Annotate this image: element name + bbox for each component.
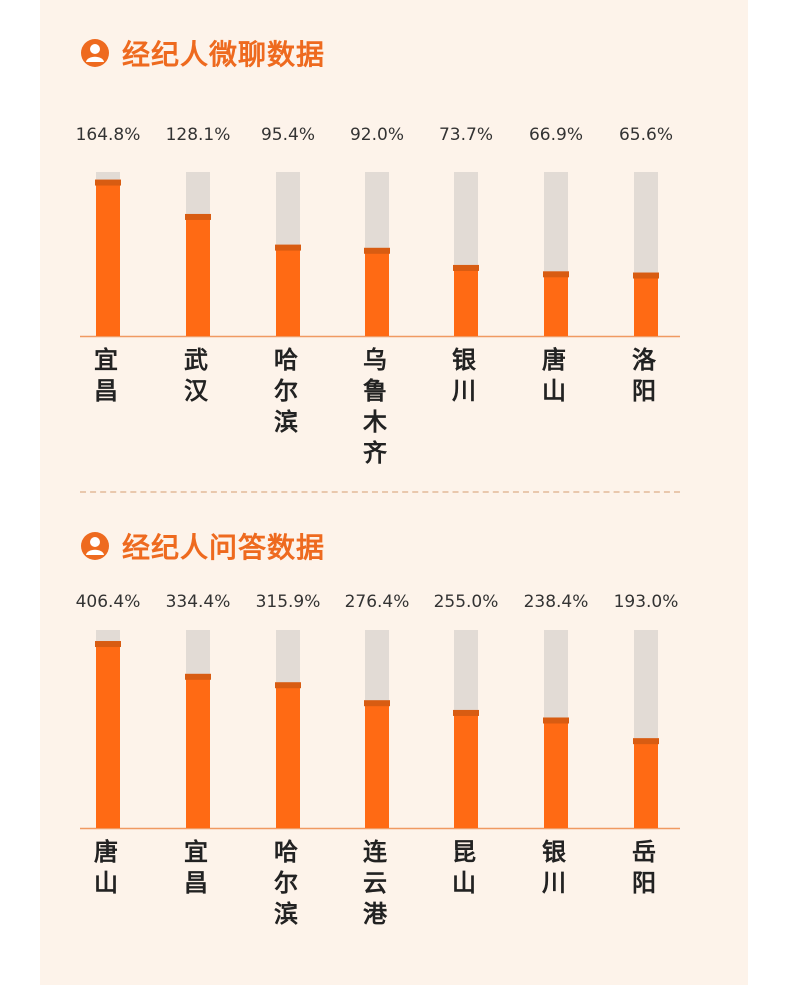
value-label: 164.8% <box>76 125 141 145</box>
bar-cap <box>364 247 390 254</box>
bar-银川 <box>454 266 478 336</box>
bar-宜昌 <box>96 181 120 336</box>
section-header-chat: 经纪人微聊数据 <box>80 33 325 73</box>
bar-cap <box>185 213 211 220</box>
value-label: 255.0% <box>434 592 499 612</box>
category-label-char: 哈 <box>274 838 298 866</box>
category-label-char: 鲁 <box>363 377 387 405</box>
value-label: 238.4% <box>524 592 589 612</box>
bar-cap <box>364 700 390 707</box>
bar-cap <box>453 709 479 716</box>
value-label: 73.7% <box>439 125 493 145</box>
bar-银川 <box>544 719 568 828</box>
category-label-char: 银 <box>452 346 477 374</box>
value-label: 334.4% <box>166 592 231 612</box>
category-label-char: 武 <box>184 346 208 374</box>
section-header-qa: 经纪人问答数据 <box>80 526 325 566</box>
category-label-char: 阳 <box>632 377 656 405</box>
bar-cap <box>275 244 301 251</box>
value-label: 315.9% <box>256 592 321 612</box>
bar-昆山 <box>454 711 478 828</box>
category-label-char: 宜 <box>184 838 208 866</box>
bar-cap <box>275 682 301 689</box>
category-label-char: 洛 <box>632 346 657 374</box>
section-title-chat: 经纪人微聊数据 <box>122 38 326 71</box>
value-label: 128.1% <box>166 125 231 145</box>
value-label: 65.6% <box>619 125 673 145</box>
value-label: 276.4% <box>345 592 410 612</box>
category-label-char: 连 <box>363 838 388 866</box>
category-label-char: 汉 <box>184 377 209 405</box>
bar-cap <box>543 271 569 278</box>
bar-cap <box>633 738 659 745</box>
section-title-qa: 经纪人问答数据 <box>122 531 326 564</box>
category-label-char: 银 <box>542 838 567 866</box>
bar-连云港 <box>365 702 389 828</box>
value-label: 66.9% <box>529 125 583 145</box>
bar-cap <box>543 717 569 724</box>
value-label: 193.0% <box>614 592 679 612</box>
category-label-char: 滨 <box>274 408 298 436</box>
category-label-char: 尔 <box>274 377 298 405</box>
value-label: 95.4% <box>261 125 315 145</box>
category-label-char: 阳 <box>632 869 656 897</box>
category-label-char: 昌 <box>94 377 118 405</box>
category-label-char: 唐 <box>94 838 118 866</box>
bar-岳阳 <box>634 740 658 828</box>
value-label: 92.0% <box>350 125 404 145</box>
bar-宜昌 <box>186 675 210 828</box>
value-label: 406.4% <box>76 592 141 612</box>
category-label-char: 山 <box>542 377 566 405</box>
category-label-char: 港 <box>363 900 388 928</box>
category-label-char: 川 <box>452 377 476 405</box>
category-label-char: 岳 <box>632 838 656 866</box>
category-label-char: 唐 <box>542 346 566 374</box>
bar-哈尔滨 <box>276 684 300 828</box>
category-label-char: 木 <box>362 408 388 436</box>
category-label-char: 宜 <box>94 346 118 374</box>
person-avatar-icon <box>81 39 109 67</box>
section-divider <box>80 491 680 493</box>
bar-cap <box>95 179 121 186</box>
bar-乌鲁木齐 <box>365 249 389 336</box>
category-label-char: 昌 <box>184 869 208 897</box>
bar-cap <box>95 641 121 648</box>
category-label-char: 哈 <box>274 346 298 374</box>
category-label-char: 齐 <box>363 439 388 467</box>
bar-cap <box>453 264 479 271</box>
category-label-char: 山 <box>452 869 476 897</box>
category-label-char: 乌 <box>363 346 387 374</box>
bar-cap <box>633 272 659 279</box>
bar-唐山 <box>96 643 120 828</box>
bar-cap <box>185 673 211 680</box>
bar-武汉 <box>186 215 210 336</box>
bar-哈尔滨 <box>276 246 300 336</box>
category-label-char: 昆 <box>452 838 476 866</box>
category-label-char: 滨 <box>274 900 298 928</box>
person-avatar-icon <box>81 532 109 560</box>
category-label-char: 尔 <box>274 869 298 897</box>
category-label-char: 云 <box>363 869 387 897</box>
category-label-char: 山 <box>94 869 118 897</box>
bar-唐山 <box>544 273 568 336</box>
category-label-char: 川 <box>542 869 566 897</box>
bar-洛阳 <box>634 274 658 336</box>
